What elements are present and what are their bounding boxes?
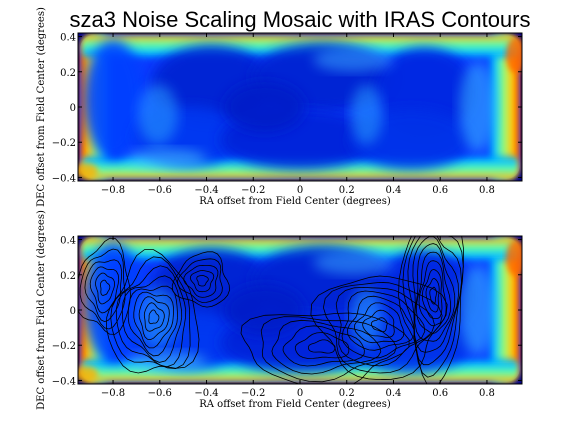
heatmap-panel-2: −0.8 −0.6 −0.4 −0.2 0 0.2 0.4 0.6 0.8 0.4 0.2 0 −0.2… bbox=[36, 210, 523, 410]
iras-contour-line bbox=[95, 272, 116, 305]
x-tick-label: 0 bbox=[297, 185, 303, 196]
iras-contour-line bbox=[425, 278, 440, 313]
panels: −0.8 −0.6 −0.4 −0.2 0 0.2 0.4 0.6 0.8 0.4 0.2 0 −0.2… bbox=[36, 7, 523, 410]
iras-contour-line bbox=[310, 275, 448, 381]
noise-map-image bbox=[78, 33, 522, 181]
iras-contour-line bbox=[143, 302, 165, 332]
chart-title: sza3 Noise Scaling Mosaic with IRAS Cont… bbox=[70, 7, 531, 32]
x-tick-label: 0.2 bbox=[339, 185, 355, 196]
iras-contour-line bbox=[177, 258, 223, 303]
x-tick-label: 0.6 bbox=[432, 388, 448, 399]
iras-contour-line bbox=[171, 251, 230, 308]
iras-contour-line bbox=[412, 236, 459, 353]
iras-contour-line bbox=[341, 290, 426, 359]
iras-contour-line bbox=[196, 274, 209, 287]
x-tick-label: 0.2 bbox=[339, 388, 355, 399]
iras-contour-line bbox=[429, 286, 437, 305]
iras-contour-line bbox=[78, 237, 131, 335]
x-tick-label: −0.4 bbox=[194, 388, 218, 399]
x-tick-label: 0 bbox=[297, 388, 303, 399]
iras-contour-line bbox=[138, 296, 170, 341]
y-tick-label: 0 bbox=[70, 306, 76, 317]
y-tick-label: −0.4 bbox=[52, 173, 76, 184]
iras-contour-line bbox=[347, 295, 415, 351]
x-tick-label: 0.6 bbox=[432, 185, 448, 196]
iras-contour-line bbox=[189, 269, 215, 293]
iras-contour-line bbox=[307, 339, 336, 354]
iras-contour-line bbox=[398, 236, 465, 384]
iras-contour-line bbox=[148, 309, 160, 325]
x-tick-label: 0.4 bbox=[386, 388, 402, 399]
iras-contour-line bbox=[84, 259, 123, 323]
x-tick-label: −0.8 bbox=[101, 185, 125, 196]
iras-contour-line bbox=[240, 312, 410, 384]
iras-contour-line bbox=[121, 275, 183, 363]
iras-contour-line bbox=[418, 260, 447, 327]
y-tick-label: 0.2 bbox=[60, 68, 76, 79]
iras-contour-line bbox=[322, 281, 443, 374]
y-tick-label: 0.4 bbox=[60, 236, 76, 247]
iras-contour-line bbox=[106, 249, 200, 374]
iras-contour-line bbox=[127, 285, 178, 357]
iras-contour-line bbox=[271, 319, 382, 375]
x-axis-label: RA offset from Field Center (degrees) bbox=[199, 399, 391, 410]
iras-contour-line bbox=[99, 279, 111, 296]
y-axis-label: DEC offset from Field Center (degrees) bbox=[36, 210, 47, 410]
x-tick-label: 0.8 bbox=[479, 185, 495, 196]
iras-contour-line bbox=[183, 264, 219, 298]
y-tick-label: −0.2 bbox=[52, 138, 76, 149]
iras-contour-line bbox=[115, 265, 187, 368]
x-tick-label: −0.2 bbox=[241, 185, 265, 196]
iras-contour-line bbox=[353, 302, 405, 344]
heatmap-panel-1: −0.8 −0.6 −0.4 −0.2 0 0.2 0.4 0.6 0.8 0.4 0.2 0 −0.2… bbox=[36, 7, 523, 207]
iras-contour-line bbox=[89, 266, 120, 314]
iras-contour-line bbox=[133, 291, 174, 349]
noise-map-image bbox=[78, 236, 522, 384]
iras-contour-line bbox=[260, 316, 397, 383]
iras-contour-line bbox=[362, 309, 395, 338]
x-tick-label: −0.4 bbox=[194, 185, 218, 196]
x-tick-label: −0.8 bbox=[101, 388, 125, 399]
iras-contour-line bbox=[79, 248, 126, 330]
iras-contour-line bbox=[370, 317, 388, 333]
x-tick-label: 0.8 bbox=[479, 388, 495, 399]
y-tick-label: 0 bbox=[70, 103, 76, 114]
x-tick-label: −0.6 bbox=[148, 185, 172, 196]
y-axis-label: DEC offset from Field Center (degrees) bbox=[36, 7, 47, 207]
iras-contour-line bbox=[282, 325, 365, 367]
y-tick-label: −0.2 bbox=[52, 341, 76, 352]
y-tick-label: 0.4 bbox=[60, 33, 76, 44]
x-tick-label: 0.4 bbox=[386, 185, 402, 196]
iras-contour-line bbox=[407, 236, 462, 366]
iras-contour-line bbox=[335, 286, 435, 367]
y-tick-label: 0.2 bbox=[60, 271, 76, 282]
x-tick-label: −0.2 bbox=[241, 388, 265, 399]
iras-contour-line bbox=[414, 243, 456, 342]
iras-contour-line bbox=[421, 269, 443, 319]
y-tick-label: −0.4 bbox=[52, 376, 76, 387]
x-axis-label: RA offset from Field Center (degrees) bbox=[199, 196, 391, 207]
iras-contour-line bbox=[294, 332, 350, 359]
iras-contour-line bbox=[415, 251, 452, 334]
x-tick-label: −0.6 bbox=[148, 388, 172, 399]
